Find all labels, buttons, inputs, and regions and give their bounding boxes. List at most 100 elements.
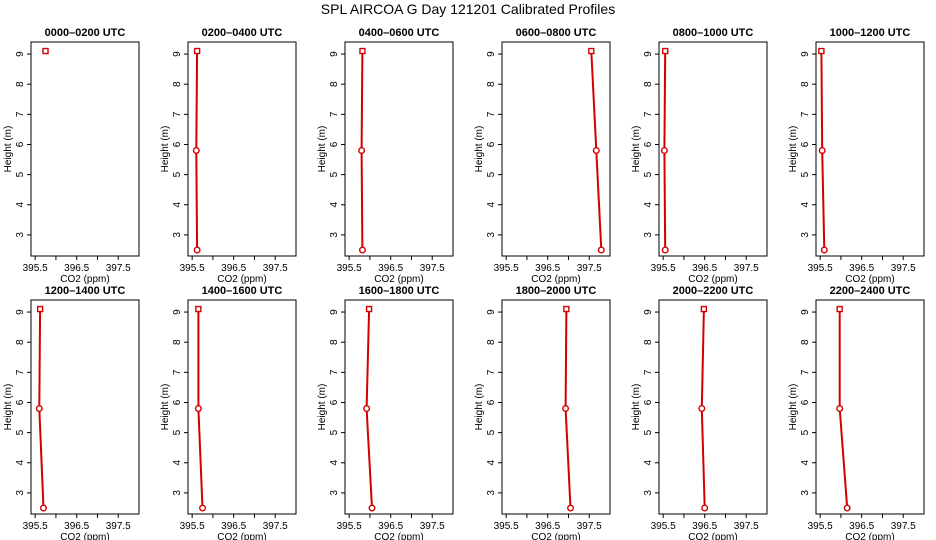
data-point [199, 504, 207, 512]
y-tick-label: 9 [172, 309, 183, 315]
x-axis-label: CO2 (ppm) [60, 532, 109, 540]
x-tick-label: 397.5 [263, 521, 288, 532]
data-point [192, 147, 200, 155]
plot-frame [658, 299, 768, 515]
x-tick-label: 396.5 [64, 263, 89, 274]
x-tick-label: 397.5 [734, 263, 759, 274]
x-tick-label: 396.5 [221, 521, 246, 532]
y-tick-label: 3 [643, 490, 654, 496]
data-point [836, 305, 843, 313]
plot-frame [815, 41, 925, 257]
y-axis-label: Height (m) [474, 126, 485, 173]
y-tick-label: 6 [15, 399, 26, 405]
x-tick-label: 395.5 [180, 263, 205, 274]
plot-frame [344, 299, 454, 515]
y-tick-label: 8 [172, 339, 183, 345]
data-point [35, 405, 43, 413]
y-tick-label: 4 [172, 202, 183, 208]
y-tick-label: 8 [800, 339, 811, 345]
panel-title: 0000–0200 UTC [45, 27, 126, 39]
data-point [358, 246, 366, 254]
y-tick-label: 8 [15, 339, 26, 345]
y-tick-label: 9 [15, 309, 26, 315]
panel-11: 2200–2400 UTC 395.5 396.5 397.5 3 4 5 6 7 8 9 CO2 (… [788, 285, 925, 540]
y-tick-label: 7 [643, 111, 654, 117]
x-tick-label: 397.5 [263, 263, 288, 274]
panel-6: 1200–1400 UTC 395.5 396.5 397.5 3 4 5 6 7 8 9 CO2 (… [3, 285, 140, 540]
y-tick-label: 5 [172, 429, 183, 435]
y-tick-label: 5 [15, 429, 26, 435]
data-point [567, 504, 575, 512]
x-tick-label: 395.5 [180, 521, 205, 532]
y-tick-label: 3 [486, 232, 497, 238]
data-point [588, 47, 595, 55]
y-tick-label: 3 [15, 490, 26, 496]
y-tick-label: 6 [172, 399, 183, 405]
plot-frame [187, 299, 297, 515]
x-axis-label: CO2 (ppm) [217, 274, 266, 285]
panel-1: 0200–0400 UTC 395.5 396.5 397.5 3 4 5 6 7 8 9 CO2 (… [160, 27, 297, 285]
y-tick-label: 4 [800, 460, 811, 466]
x-tick-label: 395.5 [651, 263, 676, 274]
data-point [597, 246, 605, 254]
y-tick-label: 9 [800, 309, 811, 315]
x-tick-label: 397.5 [106, 521, 131, 532]
y-axis-label: Height (m) [788, 384, 799, 431]
y-axis-label: Height (m) [3, 126, 14, 173]
y-tick-label: 8 [643, 81, 654, 87]
x-tick-label: 396.5 [535, 263, 560, 274]
x-axis-label: CO2 (ppm) [217, 532, 266, 540]
x-tick-label: 395.5 [808, 521, 833, 532]
x-tick-label: 396.5 [64, 521, 89, 532]
panel-8: 1600–1800 UTC 395.5 396.5 397.5 3 4 5 6 7 8 9 CO2 (… [317, 285, 454, 540]
y-tick-label: 4 [15, 202, 26, 208]
y-tick-label: 3 [486, 490, 497, 496]
data-point [818, 47, 825, 55]
x-tick-label: 396.5 [221, 263, 246, 274]
y-tick-label: 6 [172, 141, 183, 147]
data-point [818, 147, 826, 155]
panel-title: 1400–1600 UTC [202, 285, 283, 297]
y-tick-label: 9 [172, 51, 183, 57]
y-tick-label: 5 [486, 171, 497, 177]
y-tick-label: 8 [329, 81, 340, 87]
y-tick-label: 5 [800, 171, 811, 177]
panel-4: 0800–1000 UTC 395.5 396.5 397.5 3 4 5 6 7 8 9 CO2 (… [631, 27, 768, 285]
data-point [660, 147, 668, 155]
y-tick-label: 6 [643, 141, 654, 147]
y-tick-label: 9 [329, 309, 340, 315]
y-tick-label: 3 [172, 490, 183, 496]
y-tick-label: 8 [172, 81, 183, 87]
y-tick-label: 4 [643, 202, 654, 208]
y-axis-label: Height (m) [160, 126, 171, 173]
x-tick-label: 397.5 [420, 263, 445, 274]
y-axis-label: Height (m) [3, 384, 14, 431]
x-tick-label: 396.5 [849, 263, 874, 274]
y-tick-label: 5 [172, 171, 183, 177]
y-tick-label: 4 [329, 202, 340, 208]
y-tick-label: 4 [172, 460, 183, 466]
y-tick-label: 7 [15, 111, 26, 117]
y-axis-label: Height (m) [631, 384, 642, 431]
panel-title: 1200–1400 UTC [45, 285, 126, 297]
x-tick-label: 395.5 [651, 521, 676, 532]
data-point [701, 504, 709, 512]
figure-title: SPL AIRCOA G Day 121201 Calibrated Profi… [320, 1, 616, 17]
x-tick-label: 397.5 [734, 521, 759, 532]
y-tick-label: 6 [800, 141, 811, 147]
y-tick-label: 9 [486, 51, 497, 57]
y-tick-label: 3 [800, 232, 811, 238]
plot-frame [658, 41, 768, 257]
y-tick-label: 6 [329, 399, 340, 405]
x-tick-label: 395.5 [494, 521, 519, 532]
data-point [592, 147, 600, 155]
x-axis-label: CO2 (ppm) [374, 532, 423, 540]
y-tick-label: 3 [800, 490, 811, 496]
plot-frame [344, 41, 454, 257]
y-tick-label: 5 [643, 171, 654, 177]
y-tick-label: 5 [643, 429, 654, 435]
y-axis-label: Height (m) [788, 126, 799, 173]
panel-title: 1000–1200 UTC [830, 27, 911, 39]
y-tick-label: 7 [800, 111, 811, 117]
